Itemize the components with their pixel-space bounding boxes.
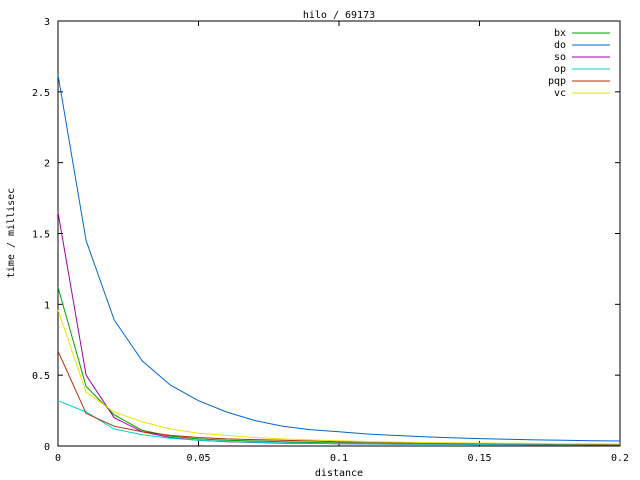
y-tick-label: 1.5 xyxy=(32,230,50,241)
series-line-vc xyxy=(57,309,621,445)
legend-label-op: op xyxy=(554,64,566,75)
legend-label-do: do xyxy=(554,40,566,51)
y-tick-label: 1 xyxy=(44,300,50,311)
series-line-so xyxy=(57,212,620,446)
x-tick-label: 0 xyxy=(55,453,61,464)
chart-title: hilo / 69173 xyxy=(303,10,375,21)
series-line-bx xyxy=(57,287,620,446)
series-line-op xyxy=(57,400,620,446)
y-tick-label: 0 xyxy=(44,442,50,453)
legend-label-vc: vc xyxy=(554,88,566,99)
y-tick-label: 2 xyxy=(44,159,50,170)
x-tick-label: 0.15 xyxy=(467,453,491,464)
plot-frame xyxy=(57,20,621,447)
x-tick-label: 0.1 xyxy=(330,453,348,464)
x-axis-label: distance xyxy=(315,468,363,479)
y-axis-label: time / millisec xyxy=(6,188,17,278)
legend-label-pqp: pqp xyxy=(548,76,566,87)
legend-label-so: so xyxy=(554,52,566,63)
legend-label-bx: bx xyxy=(554,28,566,39)
x-tick-label: 0.05 xyxy=(186,453,210,464)
y-tick-label: 2.5 xyxy=(32,88,50,99)
y-tick-label: 3 xyxy=(44,17,50,28)
y-tick-label: 0.5 xyxy=(32,371,50,382)
series-line-do xyxy=(57,74,621,442)
x-tick-label: 0.2 xyxy=(611,453,629,464)
series-lines xyxy=(57,74,621,446)
axis-ticks: 0 0.05 0.1 0.15 0.2 0 0.5 1 1.5 2 2.5 3 xyxy=(32,17,629,464)
